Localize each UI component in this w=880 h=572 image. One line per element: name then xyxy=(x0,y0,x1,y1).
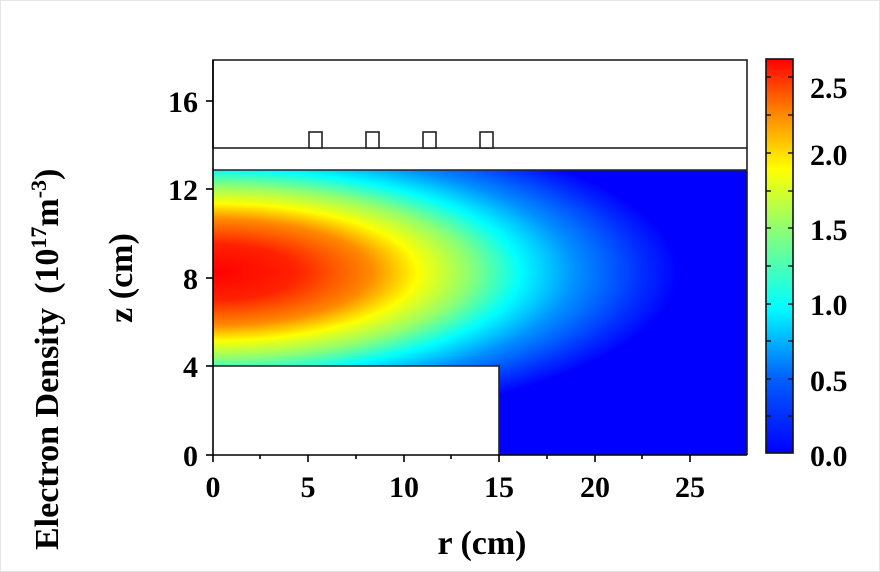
y-tick-0: 0 xyxy=(183,440,198,473)
x-tick-20: 20 xyxy=(580,471,610,504)
colorbar-tick-2.5: 2.5 xyxy=(810,72,848,105)
y-tick-12: 12 xyxy=(168,174,198,207)
colorbar-tick-1.5: 1.5 xyxy=(810,214,848,247)
coil-2 xyxy=(365,131,380,149)
x-tick-5: 5 xyxy=(301,471,316,504)
colorbar-tick-0.0: 0.0 xyxy=(810,440,848,473)
y-axis-label: z (cm) xyxy=(103,233,140,323)
x-tick-10: 10 xyxy=(389,471,419,504)
x-tick-labels: 0 5 10 15 20 25 xyxy=(206,471,706,504)
x-tick-25: 25 xyxy=(675,471,705,504)
x-axis xyxy=(212,454,747,462)
y-tick-8: 8 xyxy=(183,263,198,296)
coil-3 xyxy=(422,131,437,149)
colorbar-tick-1.0: 1.0 xyxy=(810,289,848,322)
colorbar-tick-2.0: 2.0 xyxy=(810,139,848,172)
y-tick-16: 16 xyxy=(168,86,198,119)
substrate-step xyxy=(213,365,500,455)
y-axis xyxy=(206,60,214,456)
coil-1 xyxy=(308,131,323,149)
coil-4 xyxy=(479,131,494,149)
x-axis-label: r (cm) xyxy=(437,525,526,562)
colorbar-title: Electron Density(1017m-3) xyxy=(26,169,66,550)
x-tick-0: 0 xyxy=(206,471,221,504)
y-tick-labels: 0 4 8 12 16 xyxy=(168,86,198,473)
y-tick-4: 4 xyxy=(183,351,198,384)
heatmap-field xyxy=(213,170,747,455)
colorbar-tick-0.5: 0.5 xyxy=(810,365,848,398)
colorbar: 0.0 0.5 1.0 1.5 2.0 2.5 xyxy=(765,58,848,473)
x-tick-15: 15 xyxy=(484,471,514,504)
